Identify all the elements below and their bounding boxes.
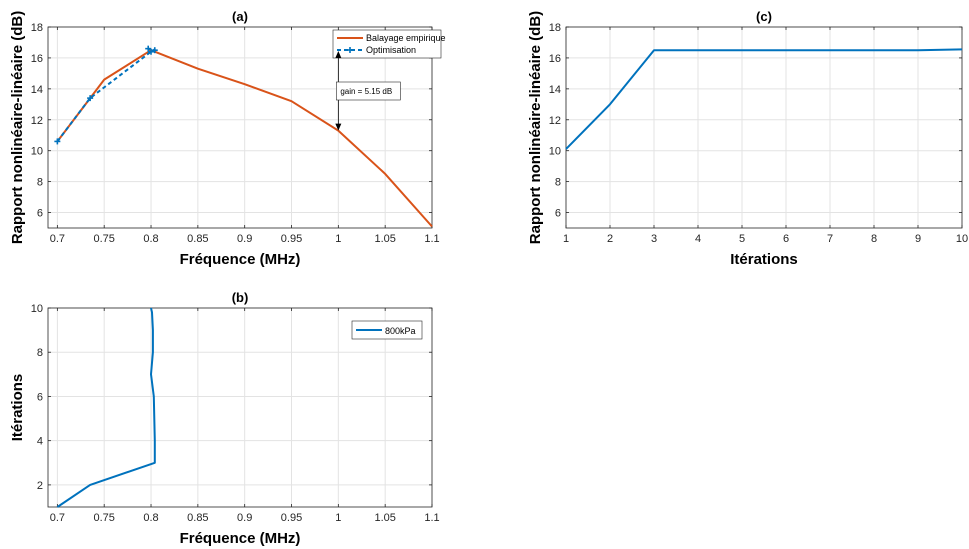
x-tick-label: 1 [335,233,341,245]
axes-box [47,26,433,229]
x-tick-label: 0.95 [281,512,302,524]
x-tick-label: 0.7 [50,512,65,524]
x-tick-label: 1.1 [424,233,439,245]
chart-title: (c) [756,9,772,24]
legend-label: Optimisation [366,45,416,55]
y-tick-label: 6 [37,391,43,403]
x-tick-label: 10 [956,233,968,245]
y-tick-label: 4 [37,436,43,448]
x-tick-label: 0.75 [93,512,114,524]
gain-arrow-head-up [335,50,342,58]
gain-arrow-head-down [335,123,342,131]
y-tick-label: 8 [37,177,43,189]
y-tick-label: 12 [31,115,43,127]
y-tick-label: 18 [31,22,43,34]
chart-c: 1 2 3 4 5 6 7 8 9 10681012141618(c)ItérationsRapp… [527,9,968,268]
legend-box [351,320,423,340]
x-tick-label: 0.9 [237,233,252,245]
y-tick-label: 6 [37,208,43,220]
x-tick-label: 5 [739,233,745,245]
y-tick-label: 10 [549,146,561,158]
x-axis-label: Fréquence (MHz) [180,530,301,547]
y-tick-label: 10 [31,303,43,315]
y-tick-label: 2 [37,480,43,492]
x-tick-label: 0.7 [50,233,65,245]
y-tick-label: 18 [549,22,561,34]
y-tick-label: 10 [31,146,43,158]
x-tick-label: 0.85 [187,233,208,245]
x-tick-label: 2 [607,233,613,245]
y-tick-label: 16 [549,53,561,65]
axes-box [47,307,433,508]
x-axis-label: Fréquence (MHz) [180,251,301,268]
y-tick-label: 14 [549,84,561,96]
x-tick-label: 1 [335,512,341,524]
chart-b: 0.7 0.75 0.8 0.85 0.9 0.95 1 1.05 1.1 2 4 6 8 10 (b) Fr… [9,290,440,547]
x-tick-label: 0.75 [93,233,114,245]
x-tick-label: 1.05 [374,233,395,245]
x-tick-label: 0.9 [237,512,252,524]
y-tick-label: 14 [31,84,43,96]
y-tick-label: 6 [555,208,561,220]
x-tick-label: 3 [651,233,657,245]
y-axis-label: Itérations [9,374,26,442]
x-tick-label: 1.1 [424,512,439,524]
y-axis-label: Rapport nonlinéaire-linéaire (dB) [527,11,544,244]
chart-a: 0.7 0.75 0.8 0.85 0.9 0.95 1 1.05 1.1 6 8 10 12 14 16 1… [9,9,446,268]
chart-title: (b) [232,290,249,305]
x-tick-label: 7 [827,233,833,245]
legend-box [332,29,442,59]
x-tick-label: 1 [563,233,569,245]
series-line-balayage-empirique [56,49,433,228]
y-tick-label: 8 [37,347,43,359]
annotation-label: gain = 5.15 dB [340,87,392,96]
x-tick-label: 0.8 [143,512,158,524]
series-line-main [565,48,963,150]
series-line-800kpa [56,307,156,508]
x-tick-label: 0.8 [143,233,158,245]
x-tick-label: 4 [695,233,701,245]
legend-label: 800kPa [385,326,416,336]
x-tick-label: 9 [915,233,921,245]
annotation-box [336,81,401,101]
x-tick-label: 0.95 [281,233,302,245]
x-tick-label: 0.85 [187,512,208,524]
y-tick-label: 16 [31,53,43,65]
series-line-optimisation [56,47,156,143]
chart-title: (a) [232,9,248,24]
x-tick-label: 8 [871,233,877,245]
x-tick-label: 1.05 [374,512,395,524]
x-axis-label: Itérations [730,251,798,268]
y-tick-label: 8 [555,177,561,189]
axes-box [565,26,963,229]
y-tick-label: 12 [549,115,561,127]
x-tick-label: 6 [783,233,789,245]
y-axis-label: Rapport nonlinéaire-linéaire (dB) [9,11,26,244]
legend-label: Balayage empirique [366,33,446,43]
